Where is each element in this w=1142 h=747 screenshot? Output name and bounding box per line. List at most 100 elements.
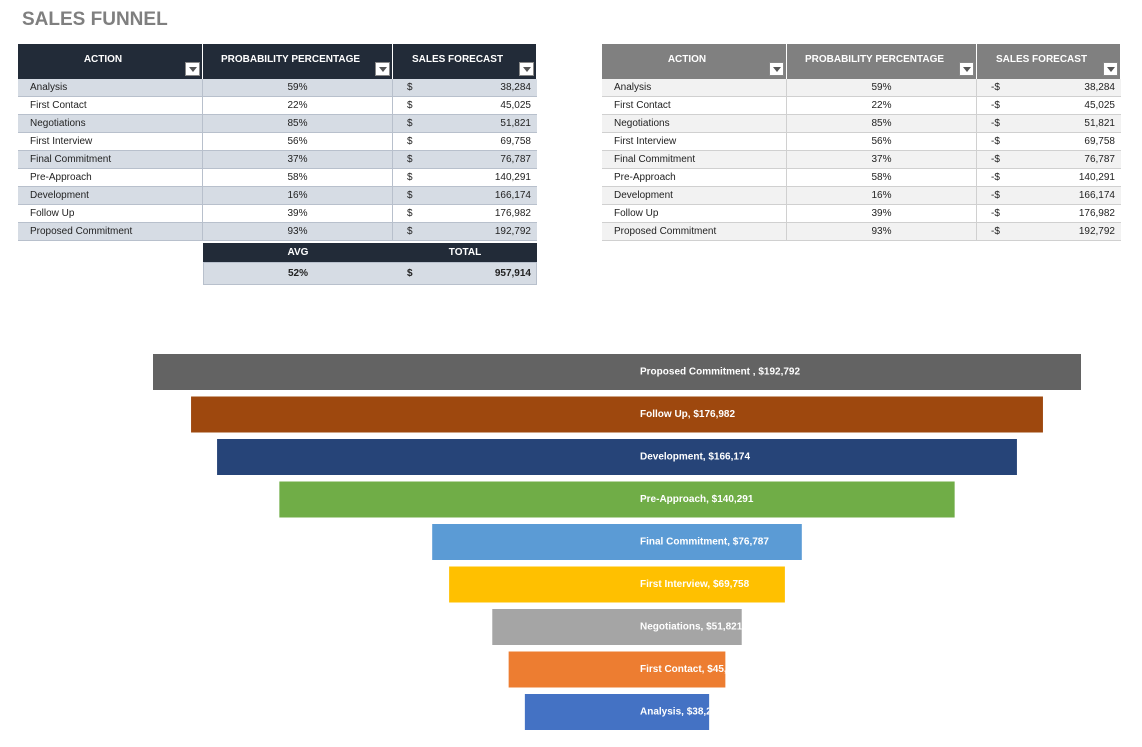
forecast-cell: 140,291	[494, 172, 531, 183]
action-cell: Follow Up	[18, 205, 203, 223]
forecast-cell: 69,758	[500, 136, 531, 147]
currency-cell: $	[407, 190, 413, 201]
action-cell: First Contact	[602, 97, 787, 115]
filter-arrow	[772, 66, 781, 72]
action-cell: Follow Up	[602, 205, 787, 223]
currency-cell: $	[407, 172, 413, 183]
action-cell: Development	[602, 187, 787, 205]
funnel-label: First Contact, $45,025	[640, 664, 744, 675]
currency-cell: $	[407, 154, 413, 165]
currency-cell: $	[407, 136, 413, 147]
table-row	[602, 79, 1121, 97]
currency-cell: -$	[991, 154, 1000, 165]
probability-cell: 93%	[787, 223, 977, 241]
forecast-cell: 166,174	[494, 190, 531, 201]
header-cell: PROBABILITY PERCENTAGE	[203, 44, 393, 79]
filter-button[interactable]	[1103, 62, 1118, 76]
forecast-cell: 76,787	[500, 154, 531, 165]
funnel-bar	[508, 651, 726, 688]
funnel-label: Pre-Approach, $140,291	[640, 494, 754, 505]
filter-button[interactable]	[519, 62, 534, 76]
forecast-cell: 69,758	[1084, 136, 1115, 147]
forecast-cell: 45,025	[500, 100, 531, 111]
probability-cell: 93%	[203, 223, 393, 241]
probability-cell: 16%	[787, 187, 977, 205]
table-row	[602, 97, 1121, 115]
forecast-cell: 38,284	[500, 82, 531, 93]
table-row	[18, 205, 537, 223]
header-cell: SALES FORECAST	[393, 44, 537, 79]
currency-cell: -$	[991, 136, 1000, 147]
page-title: SALES FUNNEL	[22, 9, 168, 30]
funnel-label: Negotiations, $51,821	[640, 622, 743, 633]
probability-cell: 59%	[787, 79, 977, 97]
table-row	[18, 115, 537, 133]
table-row	[18, 151, 537, 169]
action-cell: First Contact	[18, 97, 203, 115]
funnel-bar	[432, 524, 802, 560]
currency-cell: $	[407, 82, 413, 93]
total-value: 957,914	[494, 267, 531, 279]
filter-arrow	[378, 66, 387, 72]
funnel-bar	[217, 439, 1017, 475]
probability-cell: 39%	[787, 205, 977, 223]
forecast-cell: 140,291	[1078, 172, 1115, 183]
funnel-label: First Interview, $69,758	[640, 579, 750, 590]
action-cell: Negotiations	[602, 115, 787, 133]
funnel-label: Follow Up, $176,982	[640, 409, 735, 420]
forecast-cell: 176,982	[1078, 208, 1115, 219]
filter-button[interactable]	[185, 62, 200, 76]
forecast-cell: 45,025	[1084, 100, 1115, 111]
action-cell: First Interview	[18, 133, 203, 151]
filter-button[interactable]	[375, 62, 390, 76]
header-cell: ACTION	[18, 44, 203, 79]
probability-cell: 59%	[203, 79, 393, 97]
action-cell: Analysis	[602, 79, 787, 97]
funnel-bar	[524, 694, 710, 730]
probability-cell: 39%	[203, 205, 393, 223]
currency-cell: -$	[991, 82, 1000, 93]
action-cell: Negotiations	[18, 115, 203, 133]
currency-cell: -$	[991, 190, 1000, 201]
action-cell: Final Commitment	[18, 151, 203, 169]
table-row	[602, 133, 1121, 151]
filter-button[interactable]	[959, 62, 974, 76]
table-row	[602, 115, 1121, 133]
funnel-bar	[492, 609, 742, 645]
probability-cell: 58%	[787, 169, 977, 187]
filter-arrow	[1106, 66, 1115, 72]
forecast-cell: 192,792	[494, 226, 531, 237]
funnel-bar	[153, 354, 1081, 390]
table-row	[602, 187, 1121, 205]
table-row	[18, 97, 537, 115]
table-row	[602, 169, 1121, 187]
summary-header-bg	[203, 243, 537, 262]
action-cell: Development	[18, 187, 203, 205]
table-row	[18, 79, 537, 97]
currency-cell: -$	[991, 208, 1000, 219]
funnel-label: Proposed Commitment , $192,792	[640, 367, 800, 378]
summary-row	[203, 262, 537, 285]
probability-cell: 22%	[787, 97, 977, 115]
action-cell: Proposed Commitment	[602, 223, 787, 241]
average-value: 52%	[287, 267, 308, 279]
currency-cell: $	[407, 226, 413, 237]
action-cell: Final Commitment	[602, 151, 787, 169]
currency-cell: -$	[991, 172, 1000, 183]
table-row	[602, 205, 1121, 223]
filter-arrow	[188, 66, 197, 72]
table-row	[18, 187, 537, 205]
action-cell: First Interview	[602, 133, 787, 151]
table-row	[602, 151, 1121, 169]
funnel-label: Development, $166,174	[640, 452, 750, 463]
probability-cell: 37%	[203, 151, 393, 169]
header-cell: SALES FORECAST	[977, 44, 1121, 79]
probability-cell: 56%	[787, 133, 977, 151]
filter-arrow	[522, 66, 531, 72]
probability-cell: 37%	[787, 151, 977, 169]
forecast-cell: 166,174	[1078, 190, 1115, 201]
filter-button[interactable]	[769, 62, 784, 76]
funnel-bar	[449, 566, 785, 603]
table-row	[18, 223, 537, 241]
